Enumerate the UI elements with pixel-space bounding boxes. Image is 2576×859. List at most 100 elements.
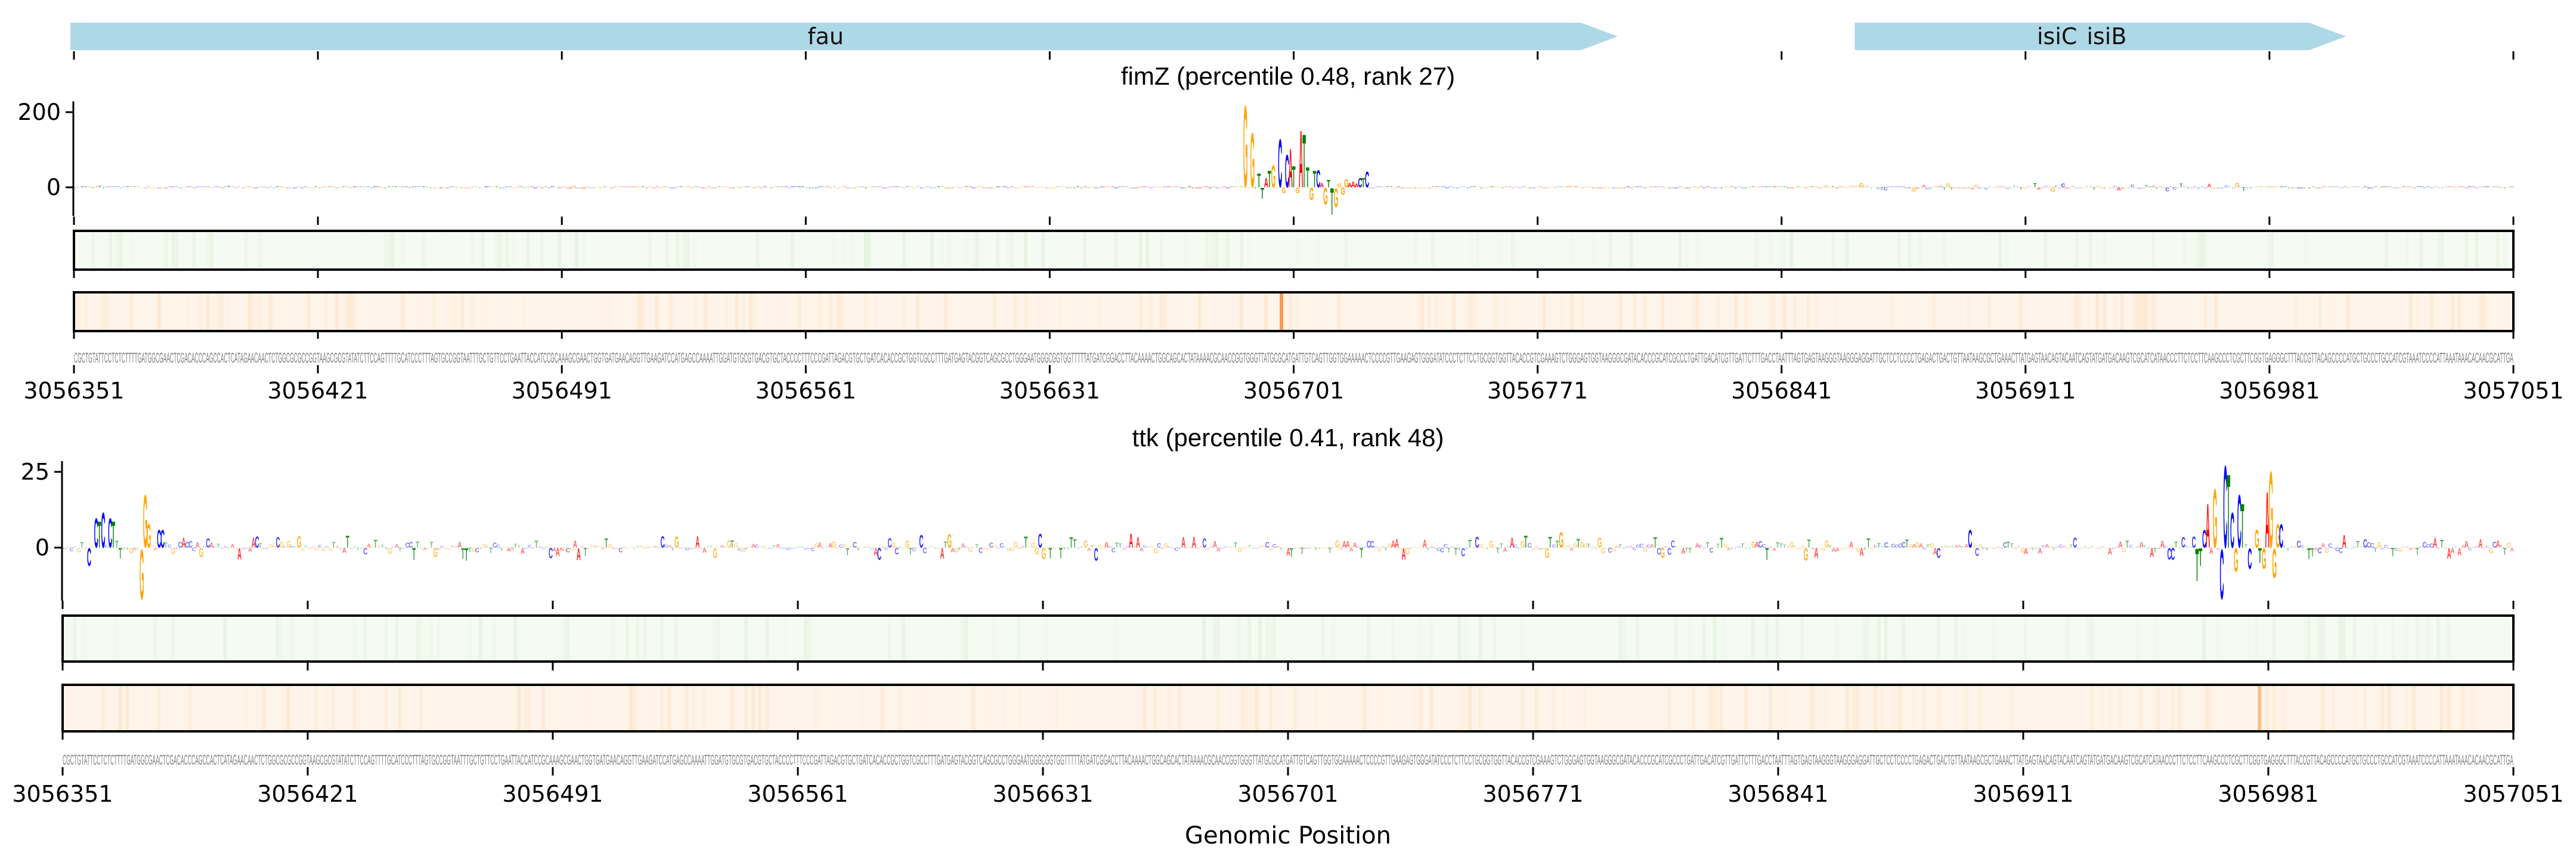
logo-letter-C: C bbox=[996, 186, 1001, 188]
heatmap-cell bbox=[1469, 292, 1473, 331]
logo-letter-C: C bbox=[2136, 546, 2140, 548]
logo-letter-A: A bbox=[153, 547, 157, 551]
logo-letter-C: C bbox=[349, 548, 354, 549]
logo-letter-T: T bbox=[1330, 181, 1334, 223]
logo-letter-G: G bbox=[916, 546, 921, 548]
logo-letter-T: T bbox=[797, 546, 801, 548]
logo-letter-A: A bbox=[1135, 187, 1140, 189]
logo-letter-C: C bbox=[878, 186, 882, 188]
logo-letter-C: C bbox=[2419, 186, 2423, 188]
logo-letter-G: G bbox=[999, 186, 1004, 188]
logo-letter-G: G bbox=[1230, 546, 1235, 548]
logo-letter-G: G bbox=[1696, 187, 1701, 189]
logo-letter-C: C bbox=[70, 547, 75, 552]
logo-letter-A: A bbox=[888, 186, 893, 188]
heatmap-cell bbox=[2294, 292, 2298, 331]
logo-letter-A: A bbox=[262, 186, 266, 188]
logo-letter-A: A bbox=[1198, 187, 1202, 189]
logo-letter-G: G bbox=[1045, 546, 1050, 548]
heatmap-cell bbox=[2457, 292, 2462, 331]
logo-letter-A: A bbox=[1992, 548, 1996, 549]
heatmap-cell bbox=[1143, 685, 1147, 731]
logo-letter-G: G bbox=[1398, 546, 1403, 551]
heatmap-cell bbox=[724, 292, 729, 331]
heatmap-cell bbox=[2482, 292, 2486, 331]
logo-letter-G: G bbox=[1493, 546, 1497, 548]
heatmap-cell bbox=[1692, 685, 1696, 731]
logo-letter-T: T bbox=[523, 187, 527, 189]
heatmap-cell bbox=[1045, 616, 1049, 662]
logo-letter-C: C bbox=[2138, 187, 2142, 190]
heatmap-cell bbox=[2131, 292, 2134, 331]
logo-letter-G: G bbox=[683, 186, 688, 188]
logo-letter-G: G bbox=[1751, 540, 1756, 549]
logo-letter-C: C bbox=[1881, 546, 1885, 548]
logo-letter-G: G bbox=[1755, 186, 1760, 188]
logo-letter-A: A bbox=[2457, 546, 2462, 558]
heatmap-cell bbox=[1293, 685, 1297, 731]
logo-letter-T: T bbox=[1490, 186, 1494, 188]
heatmap-cell bbox=[1744, 616, 1748, 662]
heatmap-cell bbox=[1198, 292, 1202, 331]
logo-letter-A: A bbox=[622, 546, 626, 548]
logo-letter-A: A bbox=[2026, 186, 2030, 188]
logo-letter-T: T bbox=[1070, 535, 1073, 552]
logo-letter-C: C bbox=[496, 543, 500, 548]
logo-letter-G: G bbox=[1609, 187, 1614, 189]
logo-letter-C: C bbox=[673, 187, 677, 189]
logo-letter-G: G bbox=[314, 547, 319, 551]
logo-letter-A: A bbox=[586, 186, 590, 188]
logo-letter-C: C bbox=[446, 187, 450, 189]
heatmap-cell bbox=[1202, 616, 1206, 662]
heatmap-cell bbox=[940, 231, 944, 270]
logo-letter-G: G bbox=[1989, 546, 1994, 548]
logo-letter-C: C bbox=[860, 186, 865, 188]
logo-letter-T: T bbox=[2199, 543, 2202, 571]
logo-letter-G: G bbox=[503, 546, 508, 548]
heatmap-cell bbox=[1716, 685, 1720, 731]
logo-letter-A: A bbox=[982, 548, 986, 549]
logo-letter-T: T bbox=[304, 545, 308, 548]
logo-letter-C: C bbox=[2335, 547, 2339, 552]
heatmap-cell bbox=[2090, 616, 2094, 662]
heatmap-cell bbox=[1391, 616, 1395, 662]
logo-letter-T: T bbox=[269, 186, 273, 188]
logo-letter-C: C bbox=[1887, 186, 1891, 188]
logo-letter-A: A bbox=[220, 187, 224, 189]
logo-letter-C: C bbox=[787, 187, 791, 189]
heatmap-cell bbox=[1733, 292, 1738, 331]
heatmap-cell bbox=[2419, 231, 2423, 270]
logo-letter-T: T bbox=[175, 186, 179, 188]
logo-letter-G: G bbox=[832, 539, 837, 550]
heatmap-cell bbox=[1138, 231, 1143, 270]
logo-letter-T: T bbox=[2346, 548, 2350, 549]
logo-letter-T: T bbox=[216, 543, 220, 548]
logo-letter-C: C bbox=[87, 543, 91, 571]
heatmap-cell bbox=[247, 292, 252, 331]
logo-letter-T: T bbox=[706, 546, 710, 548]
heatmap-cell bbox=[660, 685, 664, 731]
logo-letter-C: C bbox=[360, 548, 364, 549]
logo-letter-A: A bbox=[2066, 548, 2070, 549]
heatmap-cell bbox=[1800, 616, 1804, 662]
logo-letter-C: C bbox=[1640, 186, 1644, 188]
heatmap-cell bbox=[765, 685, 769, 731]
logo-letter-T: T bbox=[2416, 186, 2420, 188]
logo-letter-C: C bbox=[485, 186, 489, 188]
heatmap-cell bbox=[880, 685, 884, 731]
logo-letter-A: A bbox=[2108, 546, 2112, 557]
logo-letter-G: G bbox=[154, 187, 159, 189]
logo-letter-A: A bbox=[252, 534, 256, 551]
logo-letter-T: T bbox=[1306, 162, 1309, 194]
logo-letter-T: T bbox=[718, 186, 722, 188]
logo-letter-T: T bbox=[1710, 187, 1714, 189]
logo-letter-G: G bbox=[457, 187, 462, 189]
logo-letter-G: G bbox=[572, 186, 577, 188]
logo-letter-C: C bbox=[2218, 187, 2222, 189]
logo-letter-A: A bbox=[168, 186, 172, 188]
logo-letter-T: T bbox=[398, 546, 402, 553]
logo-letter-C: C bbox=[244, 548, 249, 549]
logo-letter-A: A bbox=[1933, 546, 1937, 557]
logo-letter-G: G bbox=[388, 546, 392, 555]
heatmap-cell bbox=[964, 616, 968, 662]
